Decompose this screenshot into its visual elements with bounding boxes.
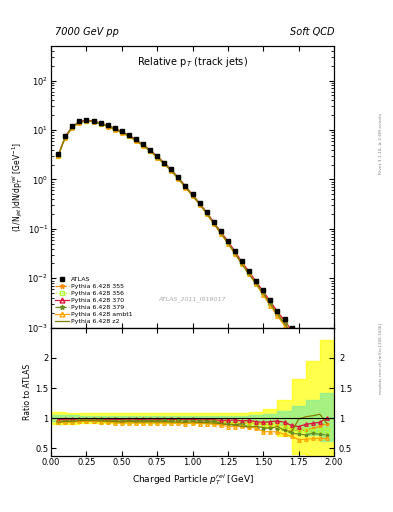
Y-axis label: Ratio to ATLAS: Ratio to ATLAS xyxy=(24,364,32,420)
Legend: ATLAS, Pythia 6.428 355, Pythia 6.428 356, Pythia 6.428 370, Pythia 6.428 379, P: ATLAS, Pythia 6.428 355, Pythia 6.428 35… xyxy=(53,275,134,325)
Text: ATLAS_2011_I919017: ATLAS_2011_I919017 xyxy=(159,296,226,303)
Text: Relative p$_{T}$ (track jets): Relative p$_{T}$ (track jets) xyxy=(137,55,248,69)
X-axis label: Charged Particle $p_{T}^{rel}$ [GeV]: Charged Particle $p_{T}^{rel}$ [GeV] xyxy=(132,472,253,486)
Y-axis label: (1/N$_{jet}$)dN/dp$_{T}^{rel}$ [GeV$^{-1}$]: (1/N$_{jet}$)dN/dp$_{T}^{rel}$ [GeV$^{-1… xyxy=(10,142,25,232)
Text: Rivet 3.1.10, ≥ 2.6M events: Rivet 3.1.10, ≥ 2.6M events xyxy=(379,113,383,174)
Text: Soft QCD: Soft QCD xyxy=(290,27,334,37)
Text: mcplots.cern.ch [arXiv:1306.3436]: mcplots.cern.ch [arXiv:1306.3436] xyxy=(379,323,383,394)
Text: 7000 GeV pp: 7000 GeV pp xyxy=(55,27,119,37)
